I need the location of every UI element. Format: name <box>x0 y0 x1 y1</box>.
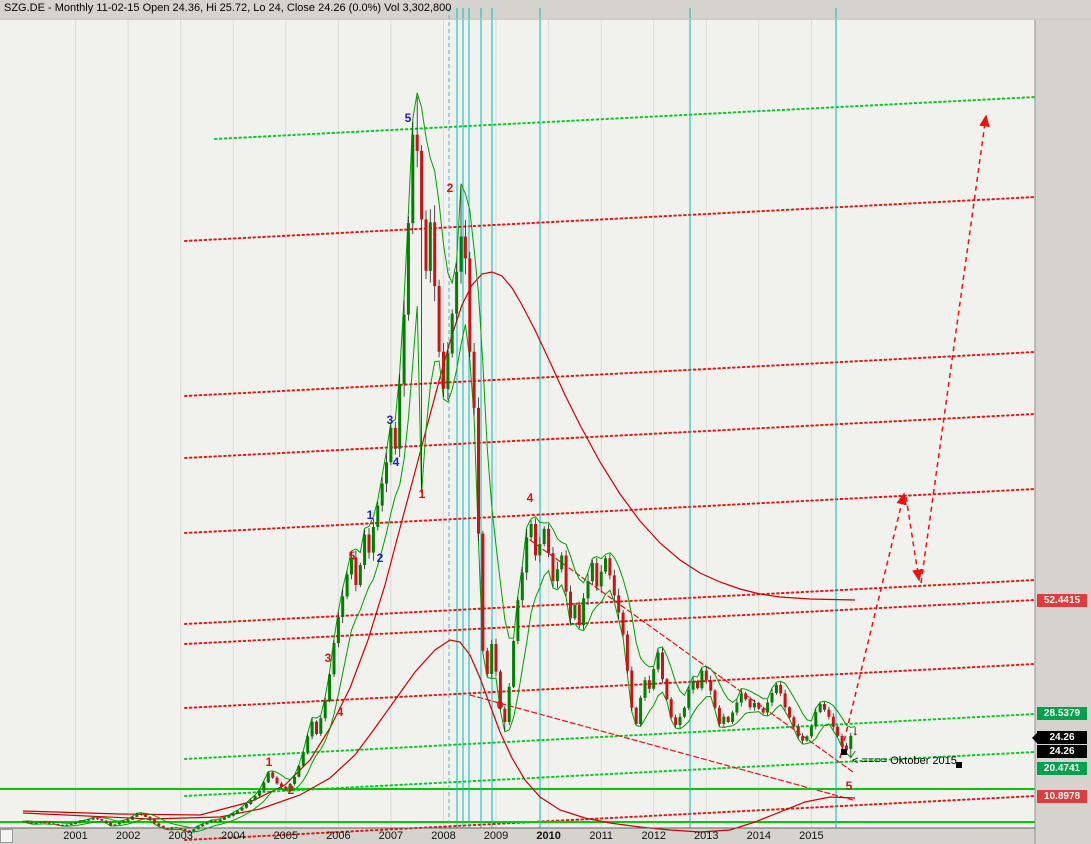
pane-corner-box <box>0 829 13 843</box>
x-axis-year-label: 2011 <box>589 830 613 842</box>
svg-text:5: 5 <box>405 111 412 125</box>
x-axis-year-label: 2002 <box>115 830 141 842</box>
candlesticks <box>21 96 857 832</box>
svg-text:2: 2 <box>447 181 454 195</box>
svg-text:1: 1 <box>266 755 273 769</box>
x-axis-year-label: 2014 <box>746 830 772 842</box>
x-axis-year-label: 2008 <box>431 830 456 842</box>
x-axis-year-label: 2007 <box>378 830 404 842</box>
svg-text:2: 2 <box>288 783 295 797</box>
x-axis-year-label: 2003 <box>168 830 193 842</box>
svg-text:5: 5 <box>349 549 356 563</box>
red-slow-ma-line <box>22 271 856 816</box>
svg-text:5: 5 <box>846 779 853 793</box>
svg-text:4: 4 <box>337 705 344 719</box>
price-axis-tag: 24.26 <box>1037 745 1087 758</box>
x-axis-year-label: 2001 <box>63 830 88 842</box>
svg-text:3: 3 <box>387 413 394 427</box>
plot-background <box>0 20 1035 828</box>
svg-text:4: 4 <box>393 455 400 469</box>
elliott-wave-labels: 1 2 3 4 5 1 2 3 4 5 1 2 0 4 5 <box>266 111 853 797</box>
year-gridlines <box>75 20 812 828</box>
svg-text:1: 1 <box>367 508 374 522</box>
fibonacci-time-lines <box>448 8 837 828</box>
price-axis-tag: 24.26 <box>1032 731 1087 744</box>
svg-text:2: 2 <box>377 551 384 565</box>
x-axis-year-label: 2004 <box>220 830 246 842</box>
svg-text:3: 3 <box>325 651 332 665</box>
price-axis-tag: 10.8978 <box>1037 790 1087 803</box>
x-axis-year-label: 2006 <box>326 830 351 842</box>
x-axis-year-label: 2013 <box>694 830 719 842</box>
svg-text:4: 4 <box>527 491 534 505</box>
x-axis-year-label: 2009 <box>483 830 509 842</box>
trend-channel-lines <box>184 96 1036 841</box>
red-lower-ma-line <box>22 639 856 833</box>
oktober-2015-annotation: < ==== Oktober 2015 <box>852 755 957 767</box>
x-axis-year-label: 2005 <box>273 830 299 842</box>
svg-text:0: 0 <box>497 698 504 712</box>
projection-arrows <box>839 114 990 759</box>
x-axis-year-label: 2012 <box>641 830 666 842</box>
chart-title: SZG.DE - Monthly 11-02-15 Open 24.36, Hi… <box>4 2 452 14</box>
svg-text:1: 1 <box>419 487 426 501</box>
x-axis-year-label: 2010 <box>536 830 561 842</box>
price-axis-tag: 28.5379 <box>1037 707 1087 720</box>
x-axis-year-label: 2015 <box>799 830 824 842</box>
price-axis-tag: 52.4415 <box>1037 594 1087 607</box>
upper-envelope-band <box>22 92 856 829</box>
price-axis-tag: 20.4741 <box>1037 762 1087 775</box>
object-markers[interactable] <box>841 749 962 768</box>
support-level-lines <box>0 788 1035 823</box>
